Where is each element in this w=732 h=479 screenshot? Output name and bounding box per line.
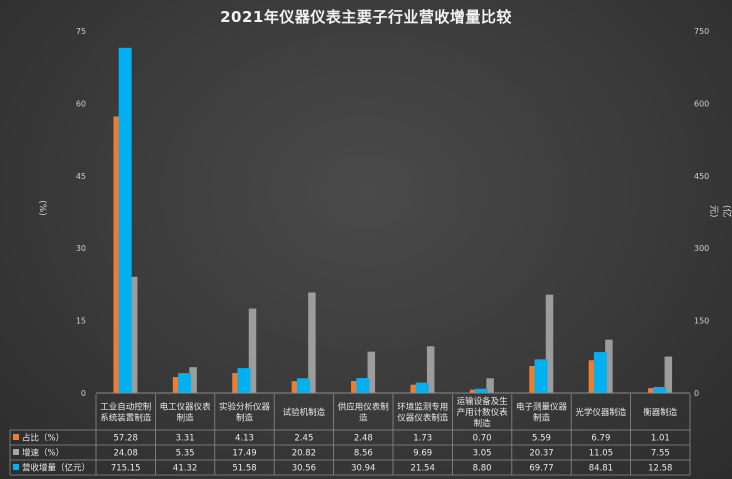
bar-share xyxy=(529,366,537,393)
table-value: 20.37 xyxy=(529,449,553,459)
legend-key-0 xyxy=(13,434,19,440)
category-label: 制造 xyxy=(533,413,551,424)
table-value: 57.28 xyxy=(114,434,138,444)
bar-share xyxy=(469,389,478,393)
right-axis-tick-label: 750 xyxy=(694,27,709,36)
bar-share xyxy=(410,384,418,393)
table-value: 20.82 xyxy=(292,449,316,459)
bar-increment xyxy=(534,359,548,393)
legend-entry: 增速（%） xyxy=(22,448,64,459)
left-axis-tick-label: 75 xyxy=(76,27,86,36)
table-value: 3.05 xyxy=(473,449,492,459)
category-label: 电工仪器仪表 xyxy=(160,402,212,413)
bar-share xyxy=(648,388,656,393)
bar-increment xyxy=(237,368,251,393)
bar-increment xyxy=(593,352,607,393)
table-value: 6.79 xyxy=(591,434,610,444)
bar-growth xyxy=(664,356,673,393)
category-label: 造 xyxy=(359,413,368,424)
table-value: 2.48 xyxy=(354,434,373,444)
legend-key-2 xyxy=(13,464,19,470)
bar-growth xyxy=(426,346,435,393)
bar-increment xyxy=(178,373,192,393)
bar-share xyxy=(291,381,300,393)
right-axis-tick-label: 450 xyxy=(694,172,709,181)
bar-share xyxy=(351,381,359,393)
bar-growth xyxy=(248,308,257,393)
table-value: 5.35 xyxy=(176,449,195,459)
right-axis-tick-label: 600 xyxy=(694,99,709,108)
right-axis-tick-label: 150 xyxy=(694,317,709,326)
table-value: 41.32 xyxy=(173,464,197,474)
category-label: 产用计数仪表 xyxy=(457,407,509,418)
left-axis-tick-label: 0 xyxy=(81,389,86,398)
category-label: 系统装置制造 xyxy=(100,413,152,424)
table-value: 17.49 xyxy=(232,449,256,459)
legend-key-1 xyxy=(13,449,19,455)
bar-increment xyxy=(356,378,370,393)
category-label: 制造 xyxy=(474,418,492,429)
table-value: 4.13 xyxy=(235,434,254,444)
table-value: 30.94 xyxy=(351,464,375,474)
bar-increment xyxy=(296,378,310,393)
bar-increment xyxy=(415,382,429,393)
bar-increment xyxy=(653,386,667,393)
left-axis-tick-label: 60 xyxy=(76,99,86,108)
left-axis-tick-label: 15 xyxy=(76,317,86,326)
bar-growth xyxy=(129,276,138,393)
bar-growth xyxy=(605,339,613,393)
bar-share xyxy=(113,116,121,393)
table-value: 30.56 xyxy=(292,464,316,474)
category-label: 仪器仪表制造 xyxy=(397,413,449,424)
table-value: 1.73 xyxy=(413,434,432,444)
category-label: 工业自动控制 xyxy=(100,402,151,413)
table-value: 715.15 xyxy=(111,464,141,474)
category-label: 制造 xyxy=(236,413,254,424)
table-value: 21.54 xyxy=(411,464,435,474)
table-value: 84.81 xyxy=(589,464,613,474)
category-label: 供应用仪表制 xyxy=(338,402,389,413)
table-value: 11.05 xyxy=(589,449,613,459)
table-value: 5.59 xyxy=(532,434,551,444)
bar-growth xyxy=(545,294,554,393)
table-value: 2.45 xyxy=(294,434,313,444)
category-label: 制造 xyxy=(177,413,195,424)
table-value: 24.08 xyxy=(114,449,138,459)
table-value: 12.58 xyxy=(648,464,672,474)
legend-entry: 营收增量（亿元） xyxy=(22,463,90,474)
bar-growth xyxy=(367,351,376,393)
table-value: 8.80 xyxy=(473,464,492,474)
table-value: 51.58 xyxy=(232,464,256,474)
category-label: 试验机制造 xyxy=(283,407,326,418)
table-value: 0.70 xyxy=(473,434,492,444)
bar-growth xyxy=(189,367,197,393)
right-axis-tick-label: 300 xyxy=(694,244,709,253)
table-value: 3.31 xyxy=(176,434,195,444)
table-value: 8.56 xyxy=(354,449,373,459)
category-label: 电子测量仪器 xyxy=(516,402,568,413)
category-label: 实验分析仪器 xyxy=(219,402,271,413)
bar-share xyxy=(232,373,240,393)
bar-growth xyxy=(308,292,316,393)
legend-entry: 占比（%） xyxy=(22,433,64,444)
category-label: 衡器制造 xyxy=(643,407,678,418)
table-value: 69.77 xyxy=(529,464,553,474)
bar-increment xyxy=(118,47,132,394)
left-axis-tick-label: 45 xyxy=(76,172,86,181)
category-label: 光学仪器制造 xyxy=(575,407,627,418)
category-label: 环境监测专用 xyxy=(397,402,448,413)
chart-title: 2021年仪器仪表主要子行业营收增量比较 xyxy=(220,8,512,26)
right-axis-tick-label: 0 xyxy=(694,389,699,398)
bar-growth xyxy=(486,378,494,393)
table-value: 7.55 xyxy=(651,449,670,459)
left-axis-tick-label: 30 xyxy=(76,244,86,253)
table-value: 1.01 xyxy=(651,434,670,444)
table-value: 9.69 xyxy=(413,449,432,459)
bar-increment xyxy=(475,388,489,393)
bar-share xyxy=(588,360,597,393)
bar-share xyxy=(172,377,181,393)
category-label: 运输设备及生 xyxy=(457,396,509,407)
